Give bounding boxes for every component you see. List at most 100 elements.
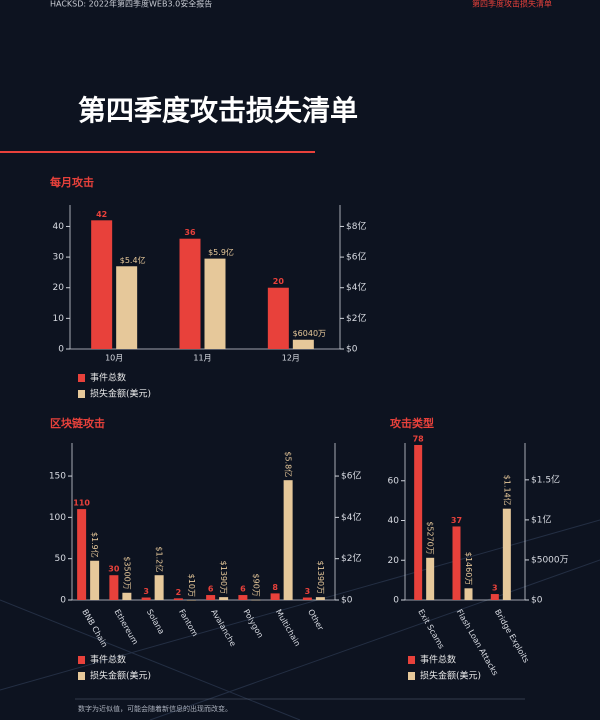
- bar: [154, 575, 164, 600]
- value-label: $10万: [187, 574, 196, 597]
- y2-tick-label: $2亿: [341, 552, 361, 564]
- bar: [109, 575, 119, 600]
- y-tick-label: 30: [53, 253, 65, 263]
- legend-swatch: [78, 672, 85, 680]
- bar: [219, 597, 229, 600]
- y2-tick-label: $2亿: [346, 312, 366, 324]
- y2-tick-label: $5000万: [531, 555, 569, 565]
- value-label: 3: [305, 587, 311, 596]
- y-tick-label: 150: [49, 472, 66, 482]
- bg-line: [0, 599, 301, 720]
- bar: [186, 599, 196, 601]
- legend-swatch: [78, 374, 85, 382]
- y2-tick-label: $8亿: [346, 220, 366, 232]
- x-tick-label: Polygon: [241, 608, 265, 640]
- bar: [206, 595, 216, 600]
- value-label: 2: [176, 588, 182, 597]
- y2-tick-label: $4亿: [346, 281, 366, 293]
- y2-tick-label: $0: [341, 596, 353, 606]
- bar: [238, 595, 248, 600]
- x-tick-label: Exit Scams: [416, 608, 446, 651]
- x-tick-label: 10月: [105, 354, 123, 363]
- value-label: 3: [492, 584, 498, 593]
- legend-label: 损失金额(美元): [90, 670, 151, 682]
- bar: [283, 480, 293, 600]
- chart-title: 每月攻击: [50, 175, 94, 189]
- y2-tick-label: $6亿: [341, 470, 361, 482]
- value-label: 6: [208, 585, 214, 594]
- bar: [414, 444, 423, 600]
- value-label: $3500万: [122, 556, 131, 589]
- value-label: 110: [73, 499, 90, 508]
- value-label: $5270万: [426, 521, 435, 554]
- y-tick-label: 100: [49, 513, 66, 523]
- value-label: $1460万: [464, 552, 473, 585]
- header-right: 第四季度攻击损失清单: [472, 0, 552, 9]
- legend-swatch: [78, 390, 85, 398]
- x-tick-label: Other: [306, 608, 326, 633]
- x-tick-label: Solana: [145, 608, 166, 636]
- bar: [490, 594, 499, 600]
- y2-tick-label: $0: [346, 345, 358, 355]
- bar: [452, 526, 461, 600]
- legend-label: 损失金额(美元): [90, 388, 151, 400]
- y2-tick-label: $6亿: [346, 251, 366, 263]
- bar: [426, 557, 435, 600]
- legend-label: 事件总数: [90, 372, 126, 384]
- y-tick-label: 60: [388, 476, 400, 486]
- y-tick-label: 10: [53, 314, 65, 324]
- x-tick-label: Multichain: [274, 608, 302, 648]
- value-label: 37: [451, 516, 462, 525]
- value-label: $1.2亿: [155, 546, 165, 572]
- bar: [464, 588, 473, 600]
- value-label: 20: [273, 277, 285, 286]
- value-label: $1.9亿: [90, 532, 100, 558]
- value-label: $1390万: [316, 561, 325, 594]
- y2-tick-label: $0: [531, 596, 543, 606]
- bar: [173, 598, 183, 600]
- y2-tick-label: $1亿: [531, 513, 551, 525]
- x-tick-label: Bridge Exploits: [493, 608, 531, 665]
- y-tick-label: 20: [388, 556, 400, 566]
- bar: [302, 597, 312, 600]
- bar: [141, 597, 151, 600]
- x-tick-label: BNB Chain: [80, 608, 109, 649]
- legend-label: 事件总数: [420, 654, 456, 666]
- y-tick-label: 40: [388, 516, 400, 526]
- y2-tick-label: $4亿: [341, 511, 361, 523]
- bar: [179, 238, 201, 349]
- x-tick-label: Flash Loan Attacks: [455, 608, 500, 677]
- footnote: 数字为近似值，可能会随着新信息的出现而改变。: [78, 704, 232, 713]
- chart-title: 区块链攻击: [50, 416, 105, 430]
- value-label: $1390万: [219, 561, 228, 594]
- y-tick-label: 0: [58, 345, 64, 355]
- bar: [502, 508, 511, 600]
- bar: [292, 339, 314, 349]
- bar: [77, 509, 87, 600]
- value-label: 36: [184, 228, 196, 237]
- value-label: 3: [143, 587, 149, 596]
- y-tick-label: 0: [393, 596, 399, 606]
- legend-swatch: [78, 656, 85, 664]
- value-label: 6: [240, 585, 246, 594]
- x-tick-label: 12月: [282, 354, 300, 363]
- x-tick-label: 11月: [193, 354, 211, 363]
- value-label: 42: [96, 210, 107, 219]
- value-label: $5.8亿: [284, 451, 294, 477]
- legend-label: 事件总数: [90, 654, 126, 666]
- bar: [270, 593, 280, 600]
- legend-swatch: [408, 656, 415, 664]
- y-tick-label: 50: [55, 554, 67, 564]
- bar: [315, 597, 325, 600]
- bar: [116, 266, 138, 349]
- value-label: $5.9亿: [208, 247, 234, 257]
- value-label: $5.4亿: [120, 255, 146, 265]
- bg-line: [0, 519, 600, 691]
- legend-swatch: [408, 672, 415, 680]
- bar: [204, 258, 226, 349]
- legend-label: 损失金额(美元): [420, 670, 481, 682]
- x-tick-label: Avalanche: [209, 608, 237, 648]
- chart-title: 攻击类型: [390, 416, 434, 430]
- page-title: 第四季度攻击损失清单: [78, 94, 358, 127]
- bar: [122, 592, 132, 600]
